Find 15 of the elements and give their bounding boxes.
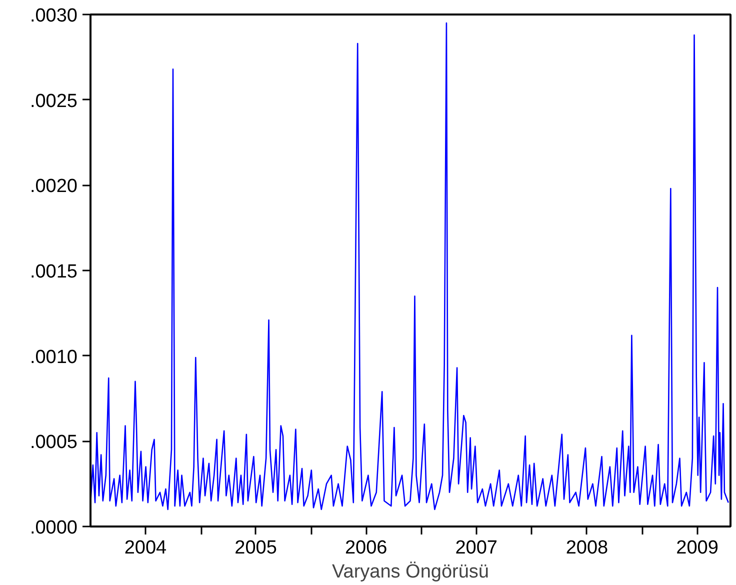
x-tick-label: 2006: [344, 538, 388, 558]
x-tick-label: 2007: [455, 538, 498, 558]
y-tick-label: .0020: [30, 176, 78, 198]
x-axis-title: Varyans Öngörüsü: [332, 562, 490, 582]
y-tick-label: .0030: [30, 6, 78, 26]
y-tick-label: .0015: [30, 262, 78, 282]
line-series: [90, 22, 730, 510]
y-tick-label: .0000: [30, 518, 78, 538]
x-tick-label: 2009: [676, 538, 718, 558]
y-tick-label: .0025: [30, 90, 78, 112]
x-tick-label: 2008: [566, 538, 608, 558]
y-tick-label: .0010: [30, 346, 78, 368]
y-tick-label: .0005: [30, 432, 78, 454]
x-tick-label: 2005: [234, 538, 277, 558]
x-tick-label: 2004: [124, 538, 168, 558]
